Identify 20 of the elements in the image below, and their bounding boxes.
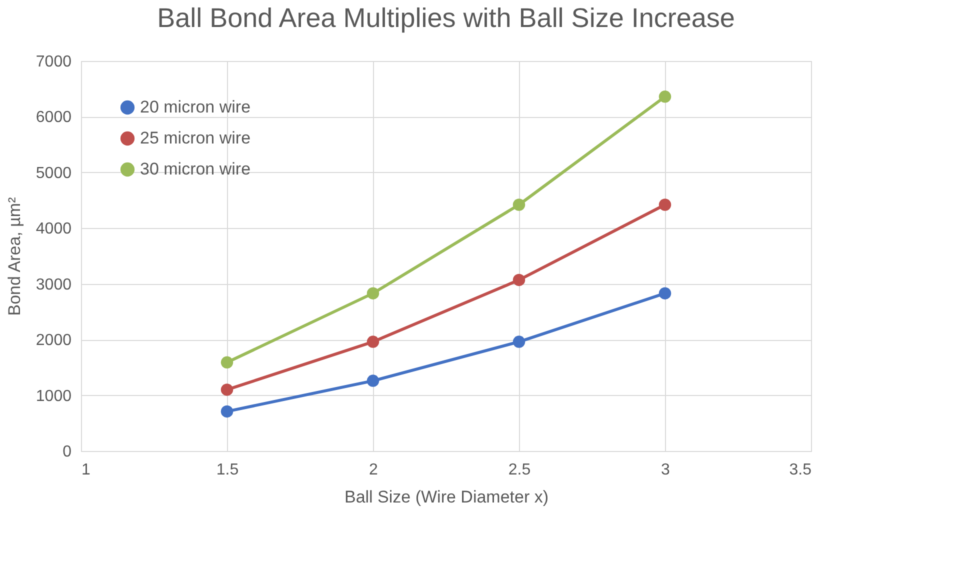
y-tick-label: 4000 — [36, 220, 72, 238]
y-tick-label: 3000 — [36, 276, 72, 294]
x-tick-label: 1.5 — [216, 462, 239, 478]
y-tick-label: 2000 — [36, 332, 72, 350]
x-tick-label: 3.5 — [789, 462, 812, 478]
y-axis-title: Bond Area, µm² — [4, 196, 24, 316]
x-tick-label: 2.5 — [508, 462, 531, 478]
y-tick-label: 5000 — [36, 164, 72, 182]
legend-label: 30 micron wire — [140, 160, 251, 178]
legend-label: 25 micron wire — [140, 128, 251, 148]
y-tick-label: 0 — [62, 444, 72, 460]
y-tick-label: 1000 — [36, 388, 72, 405]
x-tick-label: 2 — [369, 462, 378, 478]
chart-title: Ball Bond Area Multiplies with Ball Size Increase — [157, 3, 735, 33]
y-tick-label: 7000 — [36, 54, 72, 70]
x-tick-label: 1 — [82, 462, 90, 478]
x-axis-title: Ball Size (Wire Diameter x) — [344, 488, 549, 506]
x-tick-label: 3 — [661, 462, 670, 478]
legend-label: 20 micron wire — [140, 98, 251, 116]
y-tick-label: 6000 — [36, 109, 72, 126]
